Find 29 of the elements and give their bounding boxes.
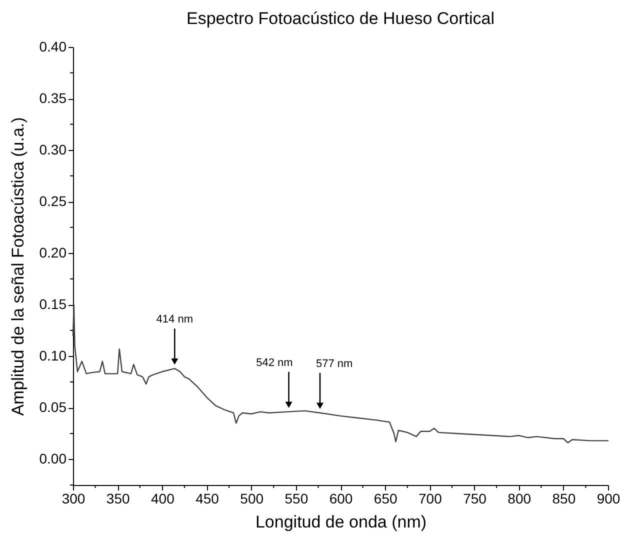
y-tick-label: 0.05	[39, 399, 67, 416]
chart-title: Espectro Fotoacústico de Hueso Cortical	[186, 9, 495, 28]
y-tick-label: 0.25	[39, 193, 67, 210]
x-tick-label: 850	[552, 490, 576, 506]
y-tick-label: 0.00	[39, 450, 67, 467]
x-tick-label: 800	[508, 490, 532, 506]
x-tick-label: 400	[150, 490, 175, 506]
x-tick-label: 700	[418, 490, 442, 506]
x-tick-label: 650	[374, 490, 398, 506]
annotation: 542 nm	[256, 356, 293, 369]
x-tick-label: 750	[463, 490, 487, 506]
annotation: 414 nm	[156, 314, 193, 326]
y-axis-title: Amplitud de la señal Fotoacústica (u.a.)	[8, 117, 28, 416]
x-tick-label: 350	[106, 490, 130, 506]
y-tick-label: 0.20	[39, 244, 67, 261]
x-tick-label: 550	[284, 490, 308, 506]
y-tick-label: 0.15	[39, 296, 67, 312]
annotation: 577 nm	[316, 358, 353, 370]
x-tick-label: 600	[329, 490, 353, 506]
x-tick-label: 300	[62, 490, 86, 506]
y-tick-label: 0.40	[39, 38, 67, 54]
x-axis-title: Longitud de onda (nm)	[255, 512, 427, 532]
y-tick-label: 0.35	[39, 90, 67, 106]
y-tick-label: 0.10	[39, 348, 67, 364]
x-tick-label: 450	[196, 490, 220, 506]
x-tick-label: 900	[596, 490, 620, 506]
line-series	[72, 304, 609, 444]
x-tick-label: 500	[240, 490, 264, 506]
y-tick-label: 0.30	[39, 142, 67, 158]
